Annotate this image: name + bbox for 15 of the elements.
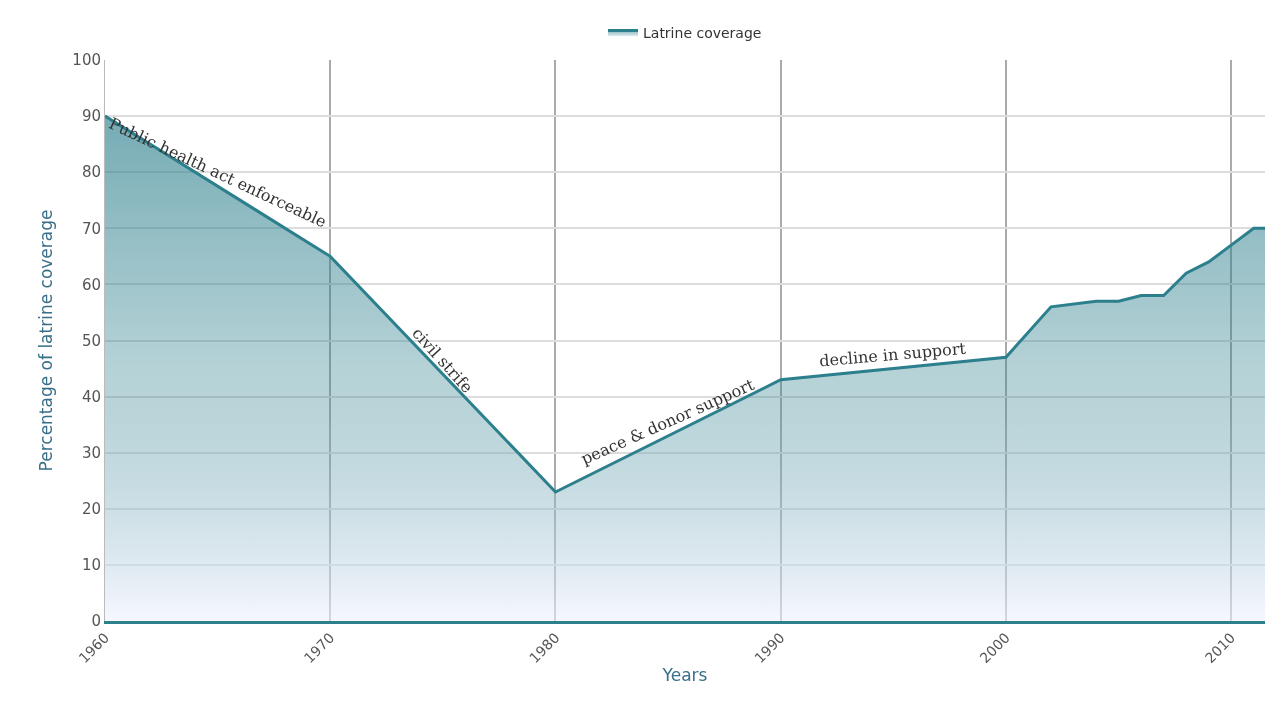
annotation: decline in support [818,338,968,371]
y-axis-title: Percentage of latrine coverage [35,209,56,472]
x-axis-title: Years [661,665,708,686]
y-tick-label: 50 [81,331,101,350]
y-tick-label: 80 [81,163,101,182]
y-tick-label: 90 [81,107,101,126]
y-tick-label: 70 [81,219,101,238]
y-tick-label: 10 [81,556,101,575]
y-tick-label: 0 [91,612,101,631]
y-tick-label: 30 [81,443,101,462]
y-tick-label: 100 [72,51,101,70]
y-tick-label: 60 [81,275,101,294]
y-tick-label: 20 [81,500,101,519]
y-tick-label: 40 [81,387,101,406]
legend-label: Latrine coverage [643,24,762,41]
